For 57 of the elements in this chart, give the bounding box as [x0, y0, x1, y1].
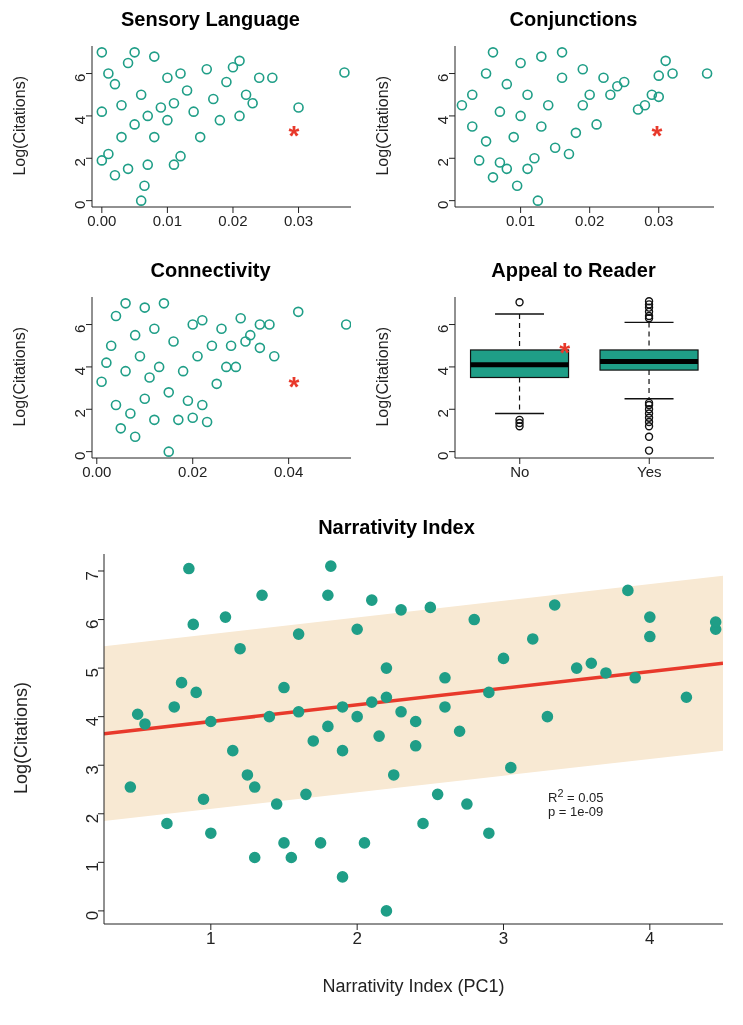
annotation: *	[651, 120, 663, 152]
y-tick-label: 4	[71, 366, 89, 376]
x-tick-label: 2	[352, 929, 362, 949]
y-tick-label: 6	[434, 324, 452, 333]
y-tick-label: 2	[434, 409, 452, 418]
x-tick-label: 0.00	[87, 211, 117, 229]
x-tick-label: 4	[645, 929, 655, 949]
x-axis-title: Narrativity Index (PC1)	[322, 976, 505, 996]
annotation: *	[559, 337, 571, 369]
x-tick-label: 0.02	[218, 211, 248, 229]
y-axis-title: Log(Citations)	[10, 326, 29, 427]
y-tick-label: 6	[434, 73, 452, 82]
y-tick-label: 4	[83, 716, 103, 727]
x-tick-label: 0.00	[82, 462, 112, 480]
y-axis-title: Log(Citations)	[10, 681, 32, 795]
x-tick-label: 1	[206, 929, 216, 949]
x-tick-label: Yes	[637, 462, 662, 480]
y-axis-title: Log(Citations)	[10, 75, 29, 176]
y-tick-label: 6	[71, 73, 89, 82]
x-tick-label: 3	[498, 929, 509, 949]
y-tick-label: 0	[71, 451, 89, 460]
y-tick-label: 6	[71, 324, 89, 333]
x-tick-label: 0.02	[575, 211, 605, 229]
x-tick-label: 0.03	[644, 211, 674, 229]
y-tick-label: 5	[83, 668, 103, 678]
y-tick-label: 7	[83, 570, 103, 581]
y-tick-label: 0	[83, 910, 103, 921]
y-tick-label: 4	[434, 366, 452, 376]
chart-title: Appeal to Reader	[490, 259, 657, 283]
y-tick-label: 2	[71, 158, 89, 167]
x-tick-label: 0.02	[178, 462, 208, 480]
y-tick-label: 4	[434, 115, 452, 125]
x-tick-label: 0.04	[274, 462, 304, 480]
annotation: *	[288, 371, 300, 403]
chart-title: Connectivity	[149, 259, 272, 283]
x-tick-label: 0.01	[152, 211, 183, 229]
y-tick-label: 1	[83, 862, 103, 872]
y-tick-label: 6	[83, 619, 103, 630]
x-tick-label: 0.01	[506, 211, 536, 229]
annotation: R$^{2}$ = 0.05	[548, 786, 604, 806]
chart-title: Narrativity Index	[317, 516, 476, 540]
chart-title: Conjunctions	[508, 8, 639, 32]
annotation: p = 1e-09	[548, 804, 604, 820]
y-axis-title: Log(Citations)	[373, 326, 392, 427]
y-tick-label: 0	[434, 200, 452, 209]
annotation: *	[288, 120, 300, 152]
y-axis-title: Log(Citations)	[373, 75, 392, 176]
y-tick-label: 3	[83, 765, 103, 775]
y-tick-label: 0	[71, 200, 89, 209]
y-tick-label: 2	[83, 813, 103, 824]
y-tick-label: 0	[434, 451, 452, 460]
x-tick-label: No	[510, 462, 530, 480]
y-tick-label: 4	[71, 115, 89, 125]
x-tick-label: 0.03	[283, 211, 314, 229]
y-tick-label: 2	[71, 409, 89, 418]
y-tick-label: 2	[434, 158, 452, 167]
chart-title: Sensory Language	[120, 8, 301, 32]
